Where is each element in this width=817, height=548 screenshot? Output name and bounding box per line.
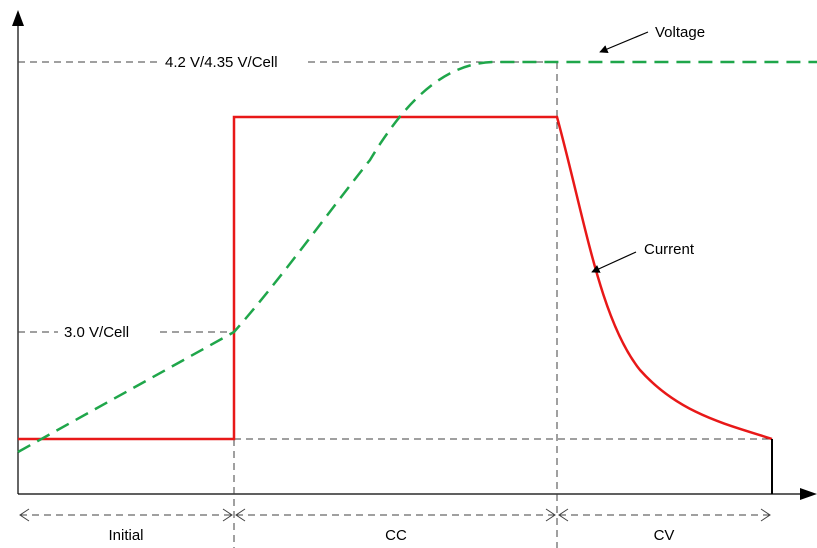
- span-initial-right-arrow-icon: [222, 508, 233, 522]
- threshold-voltage-label: 3.0 V/Cell: [64, 324, 129, 341]
- span-cv-left-arrow-icon: [558, 508, 569, 522]
- span-cc-right-arrow-icon: [545, 508, 556, 522]
- current-callout-arrow-icon: [591, 251, 637, 273]
- span-cc-left-arrow-icon: [235, 508, 246, 522]
- voltage-curve: [17, 60, 817, 454]
- phase-label-initial: Initial: [108, 527, 143, 544]
- full-voltage-label: 4.2 V/4.35 V/Cell: [165, 54, 278, 71]
- y-axis-arrow-icon: [12, 10, 24, 26]
- current-label: Current: [644, 241, 695, 258]
- x-axis-arrow-icon: [800, 488, 817, 500]
- phase-label-cv: CV: [654, 527, 675, 544]
- current-curve: [18, 115, 773, 441]
- span-cv-right-arrow-icon: [760, 508, 771, 522]
- span-initial-left-arrow-icon: [19, 508, 30, 522]
- voltage-callout-arrow-icon: [599, 31, 649, 53]
- voltage-label: Voltage: [655, 24, 705, 41]
- phase-label-cc: CC: [385, 527, 407, 544]
